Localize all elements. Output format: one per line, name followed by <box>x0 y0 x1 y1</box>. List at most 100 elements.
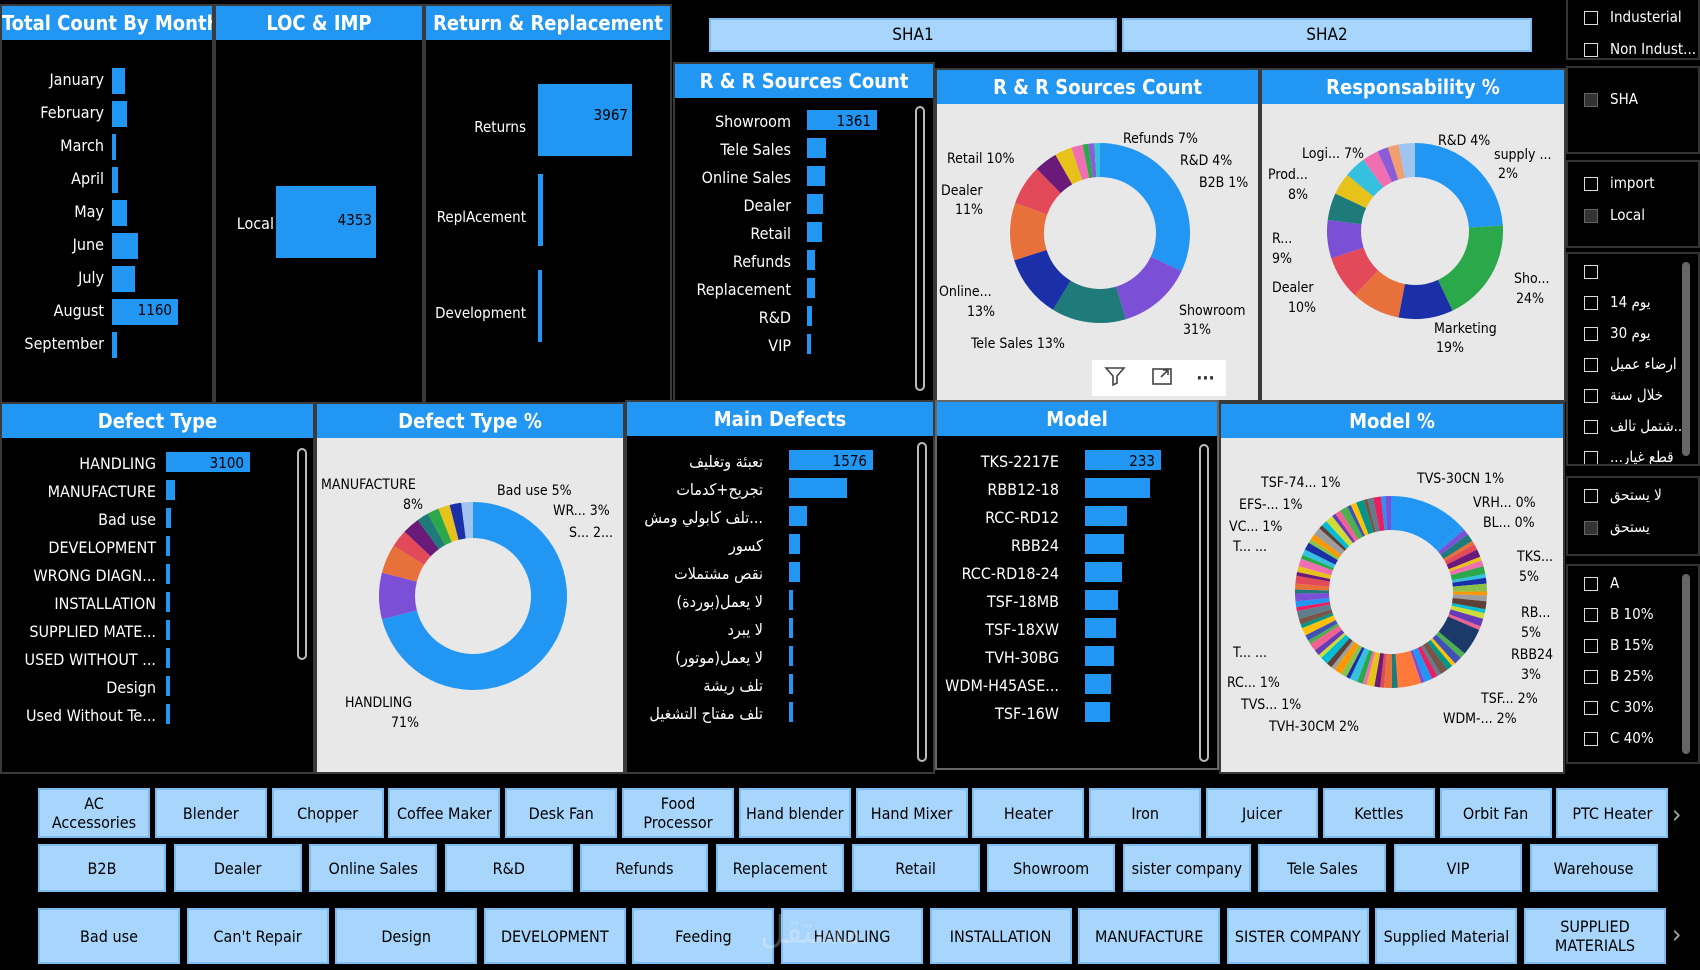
resp-donut[interactable] <box>1324 140 1506 322</box>
donut-slice[interactable] <box>1398 279 1453 319</box>
donut-slice[interactable] <box>1335 174 1374 209</box>
donut-slice[interactable] <box>1340 506 1363 540</box>
donut-slice[interactable] <box>1447 614 1481 630</box>
rr-bar[interactable] <box>538 84 632 156</box>
donut-slice[interactable] <box>1295 575 1330 587</box>
products-button[interactable]: Food Processor <box>622 788 734 838</box>
donut-slice[interactable] <box>1443 540 1475 562</box>
slicer-checkbox[interactable] <box>1584 608 1598 622</box>
donut-slice[interactable] <box>1440 534 1473 559</box>
products-button[interactable]: Desk Fan <box>505 788 618 838</box>
donut-slice[interactable] <box>1314 629 1345 656</box>
donut-slice[interactable] <box>1452 591 1487 596</box>
source-bar[interactable] <box>807 222 823 242</box>
defect-type-bar[interactable] <box>166 648 170 668</box>
donut-slice[interactable] <box>1398 143 1415 178</box>
donut-slice[interactable] <box>1410 650 1425 684</box>
defect-type-scrollbar[interactable] <box>297 448 307 660</box>
defects_row-button[interactable]: HANDLING <box>781 908 923 964</box>
donut-slice[interactable] <box>1295 592 1330 602</box>
donut-slice[interactable] <box>1094 143 1100 178</box>
donut-slice[interactable] <box>1363 498 1376 533</box>
defects_row-button[interactable]: SUPPLIED MATERIALS <box>1524 908 1666 964</box>
donut-slice[interactable] <box>1310 534 1342 558</box>
donut-slice[interactable] <box>1055 147 1083 185</box>
donut-slice[interactable] <box>1296 601 1331 612</box>
products-button[interactable]: Iron <box>1089 788 1202 838</box>
channels-button[interactable]: Refunds <box>580 844 709 892</box>
slicer-checkbox[interactable] <box>1584 639 1598 653</box>
products-button[interactable]: Coffee Maker <box>388 788 501 838</box>
main-defect-bar[interactable] <box>789 646 793 666</box>
donut-slice[interactable] <box>1321 521 1350 549</box>
defect-type-bar[interactable] <box>166 508 172 528</box>
donut-slice[interactable] <box>1014 249 1071 310</box>
main-defect-bar[interactable] <box>789 534 801 554</box>
donut-slice[interactable] <box>1327 219 1364 259</box>
donut-slice[interactable] <box>1452 583 1487 592</box>
donut-slice[interactable] <box>1417 646 1438 679</box>
source-bar[interactable] <box>807 250 816 270</box>
donut-slice[interactable] <box>1296 604 1332 619</box>
channels-button[interactable]: Retail <box>851 844 980 892</box>
main-defect-bar[interactable] <box>789 562 800 582</box>
donut-slice[interactable] <box>1362 651 1376 685</box>
donut-slice[interactable] <box>1298 609 1333 625</box>
donut-slice[interactable] <box>1354 270 1405 318</box>
donut-slice[interactable] <box>1346 646 1365 679</box>
model-bar[interactable] <box>1085 534 1125 554</box>
donut-slice[interactable] <box>1381 496 1388 531</box>
channels-button[interactable]: Replacement <box>716 844 844 892</box>
month-bar[interactable] <box>112 266 135 292</box>
donut-slice[interactable] <box>1296 571 1331 582</box>
slicer-checkbox[interactable] <box>1584 670 1598 684</box>
donut-slice[interactable] <box>1331 640 1355 670</box>
products-button[interactable]: Hand blender <box>738 788 851 838</box>
donut-slice[interactable] <box>1452 594 1487 602</box>
defects_row-button[interactable]: SISTER COMPANY <box>1226 908 1369 964</box>
donut-slice[interactable] <box>1366 651 1381 687</box>
donut-slice[interactable] <box>1015 168 1061 215</box>
donut-slice[interactable] <box>1450 605 1485 619</box>
slicer-checkbox[interactable] <box>1584 43 1598 57</box>
donut-slice[interactable] <box>1326 638 1353 668</box>
donut-slice[interactable] <box>1298 558 1333 576</box>
month-bar[interactable] <box>112 134 116 160</box>
donut-slice[interactable] <box>1380 653 1387 688</box>
donut-slice[interactable] <box>1391 496 1462 550</box>
donut-slice[interactable] <box>1295 598 1330 608</box>
defects_row-button[interactable]: Can't Repair <box>186 908 329 964</box>
donut-slice[interactable] <box>1415 143 1503 228</box>
donut-slice[interactable] <box>1082 143 1093 179</box>
defect-donut[interactable] <box>377 500 569 692</box>
defect-type-bar[interactable] <box>166 620 170 640</box>
source-bar[interactable] <box>807 194 824 214</box>
donut-slice[interactable] <box>1427 639 1453 670</box>
main-defect-bar[interactable] <box>789 590 794 610</box>
products-button[interactable]: Kettles <box>1322 788 1435 838</box>
donut-slice[interactable] <box>1305 620 1338 641</box>
products-button[interactable]: Heater <box>972 788 1085 838</box>
slicer-scrollbar[interactable] <box>1682 262 1690 456</box>
donut-slice[interactable] <box>1350 502 1369 536</box>
sources-donut[interactable] <box>1007 140 1193 326</box>
source-bar[interactable] <box>807 278 815 298</box>
donut-slice[interactable] <box>404 519 439 557</box>
defects_row-button[interactable]: MANUFACTURE <box>1078 908 1221 964</box>
donut-slice[interactable] <box>1373 496 1385 532</box>
model-bar[interactable] <box>1085 506 1128 526</box>
donut-slice[interactable] <box>449 502 466 540</box>
defect-type-bar[interactable] <box>166 676 170 696</box>
donut-slice[interactable] <box>1437 225 1503 311</box>
donut-slice[interactable] <box>1357 650 1373 684</box>
defects_row-button[interactable]: Supplied Material <box>1375 908 1518 964</box>
rr-bar[interactable] <box>538 174 543 246</box>
donut-slice[interactable] <box>1384 653 1392 688</box>
main-defects-scrollbar[interactable] <box>917 442 927 762</box>
month-bar[interactable] <box>112 233 138 259</box>
defect-type-bar[interactable] <box>166 480 176 500</box>
defects_row-button[interactable]: INSTALLATION <box>929 908 1072 964</box>
source-bar[interactable] <box>807 138 827 158</box>
slicer-checkbox[interactable] <box>1584 265 1598 279</box>
month-bar[interactable] <box>112 101 128 127</box>
